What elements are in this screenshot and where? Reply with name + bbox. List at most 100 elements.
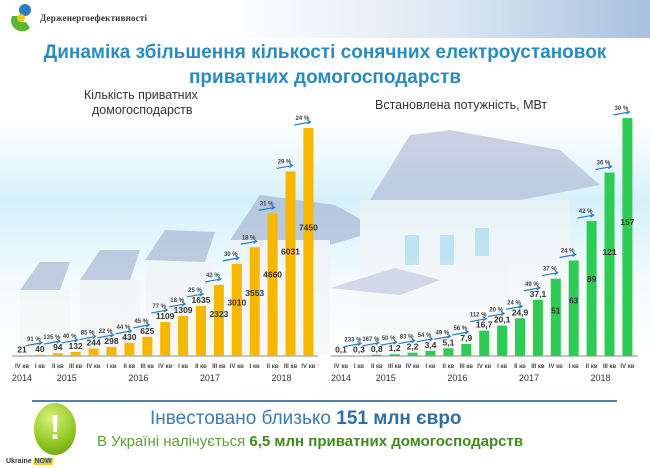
value-label: 0,1 bbox=[335, 345, 347, 355]
growth-arrow-icon bbox=[452, 329, 470, 336]
bar bbox=[550, 278, 561, 356]
growth-arrow-icon bbox=[79, 334, 97, 341]
growth-label: 22 % bbox=[99, 329, 113, 335]
quarter-label: I кв bbox=[250, 364, 260, 370]
bar bbox=[622, 118, 633, 356]
quarter-label: II кв bbox=[371, 364, 383, 370]
investment-text: Інвестовано близько 151 млн євро bbox=[150, 408, 462, 430]
value-label: 5,1 bbox=[442, 337, 454, 347]
growth-arrow-icon bbox=[470, 316, 488, 323]
value-label: 3010 bbox=[227, 297, 246, 307]
value-label: 51 bbox=[551, 305, 561, 315]
households-prefix: В Україні налічується bbox=[97, 433, 250, 450]
header-band bbox=[0, 0, 650, 38]
investment-prefix: Інвестовано близько bbox=[150, 408, 337, 429]
growth-arrow-icon bbox=[168, 301, 187, 308]
growth-arrow-icon bbox=[559, 251, 577, 259]
quarter-label: III кв bbox=[69, 364, 83, 370]
bar bbox=[196, 305, 206, 356]
quarter-label: I кв bbox=[354, 364, 364, 370]
growth-arrow-icon bbox=[362, 340, 380, 347]
value-label: 3,4 bbox=[425, 340, 437, 350]
value-label: 1635 bbox=[192, 295, 211, 305]
bar bbox=[142, 336, 153, 356]
growth-arrow-icon bbox=[151, 307, 169, 314]
growth-label: 49 % bbox=[525, 282, 539, 288]
growth-arrow-icon bbox=[258, 204, 276, 211]
growth-label: 20 % bbox=[489, 308, 503, 314]
bar bbox=[106, 346, 117, 356]
year-label: 2016 bbox=[128, 373, 148, 383]
growth-arrow-icon bbox=[505, 303, 524, 310]
quarter-label: III кв bbox=[141, 364, 155, 370]
value-label: 2,2 bbox=[407, 342, 419, 352]
growth-label: 50 % bbox=[382, 336, 396, 342]
quarter-label: IV кв bbox=[158, 364, 172, 370]
growth-label: 24 % bbox=[561, 248, 575, 254]
growth-label: 42 % bbox=[206, 273, 220, 279]
households-text: В Україні налічується 6,5 млн приватних … bbox=[97, 433, 523, 450]
growth-arrow-icon bbox=[434, 333, 452, 340]
growth-arrow-icon bbox=[43, 338, 61, 345]
bar bbox=[497, 325, 508, 356]
capacity-chart: 0,1 IV кв 0,3 I кв 233 % 0,8 II кв 167 % 1,2 III … bbox=[331, 106, 638, 383]
bar bbox=[285, 171, 296, 356]
year-label: 2015 bbox=[57, 373, 77, 383]
bar bbox=[34, 354, 45, 356]
quarter-label: II кв bbox=[586, 364, 598, 370]
growth-arrow-icon bbox=[97, 332, 115, 339]
value-label: 63 bbox=[569, 295, 579, 305]
growth-label: 54 % bbox=[418, 333, 432, 339]
value-label: 94 bbox=[53, 342, 63, 352]
growth-arrow-icon bbox=[344, 341, 362, 348]
growth-label: 24 % bbox=[296, 116, 310, 122]
bar bbox=[389, 354, 400, 356]
growth-label: 40 % bbox=[63, 334, 77, 340]
right-chart-title: Встановлена потужність, МВт bbox=[375, 98, 548, 112]
org-name: Держенергоефективності bbox=[40, 13, 148, 23]
page-title-line1: Динаміка збільшення кількості сонячних е… bbox=[43, 42, 607, 63]
year-label: 2018 bbox=[591, 373, 611, 383]
bar bbox=[425, 350, 436, 356]
background-houses bbox=[20, 130, 600, 355]
value-label: 21 bbox=[17, 344, 27, 354]
quarter-label: IV кв bbox=[301, 364, 315, 370]
value-label: 6031 bbox=[281, 246, 300, 256]
bar bbox=[407, 352, 418, 356]
value-label: 24,9 bbox=[512, 307, 529, 317]
growth-arrow-icon bbox=[294, 119, 312, 126]
growth-label: 45 % bbox=[134, 319, 148, 325]
value-label: 157 bbox=[620, 217, 634, 227]
growth-arrow-icon bbox=[115, 328, 133, 335]
bar bbox=[336, 355, 346, 356]
quarter-label: IV кв bbox=[477, 364, 491, 370]
value-label: 625 bbox=[140, 326, 154, 336]
quarter-label: I кв bbox=[106, 364, 116, 370]
bar bbox=[532, 299, 543, 356]
value-label: 0,8 bbox=[371, 344, 383, 354]
left-chart-title-line2: домогосподарств bbox=[92, 103, 193, 117]
bar bbox=[160, 322, 171, 356]
value-label: 37,1 bbox=[530, 289, 547, 299]
investment-value: 151 млн євро bbox=[336, 408, 462, 429]
growth-arrow-icon bbox=[380, 339, 398, 346]
growth-arrow-icon bbox=[487, 311, 506, 318]
value-label: 4660 bbox=[263, 270, 282, 280]
footer-divider bbox=[32, 400, 617, 402]
bar bbox=[231, 263, 242, 356]
value-label: 298 bbox=[104, 336, 118, 346]
growth-arrow-icon bbox=[541, 270, 559, 277]
bar bbox=[52, 353, 63, 356]
value-label: 3553 bbox=[245, 288, 264, 298]
quarter-label: IV кв bbox=[620, 364, 634, 370]
growth-arrow-icon bbox=[398, 338, 416, 345]
quarter-label: II кв bbox=[443, 364, 455, 370]
year-label: 2017 bbox=[200, 373, 220, 383]
value-label: 244 bbox=[87, 338, 101, 348]
value-label: 89 bbox=[587, 274, 597, 284]
quarter-label: III кв bbox=[388, 364, 402, 370]
bar bbox=[461, 344, 472, 356]
page-title-line2: приватних домогосподарств bbox=[188, 67, 462, 88]
charts-area: 21 IV кв 40 I кв 91 % 94 II кв 135 % 132 III кв 40… bbox=[0, 106, 650, 383]
bar bbox=[17, 355, 27, 356]
